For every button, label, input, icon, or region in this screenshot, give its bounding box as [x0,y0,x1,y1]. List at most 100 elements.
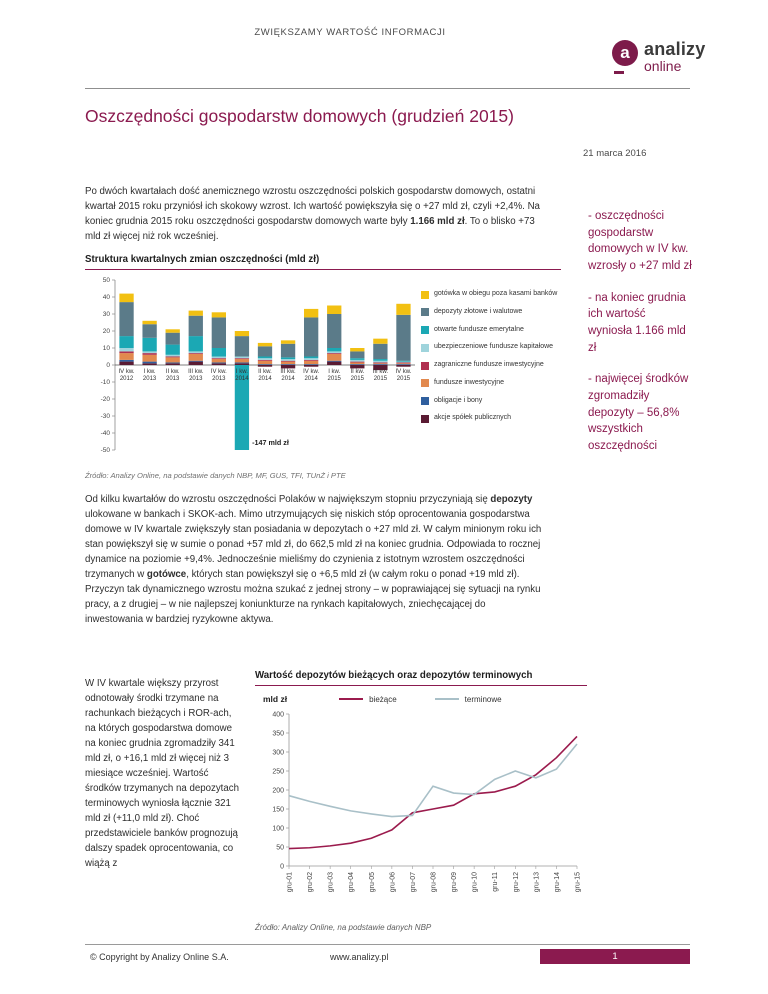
svg-text:gru-07: gru-07 [410,872,417,892]
legend-swatch-icon [421,414,429,423]
svg-text:400: 400 [272,712,284,719]
svg-text:150: 150 [272,807,284,814]
footer-divider [85,944,690,945]
page-number-badge: 1 [540,949,690,964]
svg-text:100: 100 [272,826,284,833]
line-chart-title: Wartość depozytów bieżących oraz depozyt… [255,670,587,686]
svg-text:2013: 2013 [166,376,180,382]
intro-bold-value: 1.166 mld zł [410,216,465,228]
legend-label: terminowe [464,694,502,704]
header-divider [85,88,690,89]
footer-copyright: © Copyright by Analizy Online S.A. [90,952,229,962]
bar-chart-title: Struktura kwartalnych zmian oszczędności… [85,254,561,270]
svg-text:gru-08: gru-08 [431,872,438,892]
intro-paragraph: Po dwóch kwartałach dość anemicznego wzr… [85,184,543,244]
intro-text-end: . To o blisko +73 mld zł więcej niż rok … [85,216,535,243]
body-text-3: , których stan powiększył się o +6,5 mld… [85,569,541,626]
legend-item: akcje spółek publicznych [421,414,559,423]
svg-text:gru-11: gru-11 [492,872,499,892]
legend-item: ubezpieczeniowe fundusze kapitałowe [421,343,559,352]
svg-text:IV kw.: IV kw. [211,369,227,375]
line-chart-legend-row: mld zł bieżące terminowe [255,694,587,704]
svg-text:2014: 2014 [281,376,295,382]
legend-swatch-icon [421,308,429,317]
bar-chart-legend: gotówka w obiegu poza kasami banków depoz… [421,274,559,468]
svg-text:gru-04: gru-04 [348,872,355,892]
svg-text:200: 200 [272,788,284,795]
legend-swatch-icon [421,397,429,405]
svg-text:I kw.: I kw. [144,369,156,375]
svg-text:-10: -10 [101,379,111,386]
logo-subname: online [644,57,682,74]
legend-label: depozyty złotowe i walutowe [434,307,523,315]
y-axis-unit-label: mld zł [263,694,288,704]
svg-text:gru-09: gru-09 [451,872,458,892]
svg-text:-20: -20 [101,396,111,403]
legend-label: akcje spółek publicznych [434,414,512,422]
legend-label: ubezpieczeniowe fundusze kapitałowe [434,343,554,351]
left-column-paragraph: W IV kwartale większy przyrost odnotował… [85,678,239,870]
svg-text:gru-14: gru-14 [554,872,561,892]
svg-text:2013: 2013 [212,376,226,382]
line-chart-svg: 0 50 100 150 200 250 300 350 400 gru-01 gru-02 gru-… [272,712,582,893]
legend-swatch-icon [421,326,429,334]
svg-text:gru-15: gru-15 [575,872,582,892]
svg-text:-30: -30 [101,413,111,420]
svg-text:III kw.: III kw. [280,369,296,375]
svg-text:2015: 2015 [374,376,388,382]
highlights-sidebar: - oszczędności gospodarstw domowych w IV… [588,208,692,470]
intro-text: Po dwóch kwartałach dość anemicznego wzr… [85,186,540,228]
legend-swatch-icon [421,343,429,352]
svg-text:II kw.: II kw. [350,369,364,375]
body-bold-depozyty: depozyty [490,494,533,505]
logo-a-icon: a [612,40,638,66]
bar-chart-section: Struktura kwartalnych zmian oszczędności… [85,254,561,480]
svg-text:I kw.: I kw. [236,369,248,375]
svg-text:gru-10: gru-10 [472,872,479,892]
legend-swatch-icon [421,379,429,388]
legend-label: otwarte fundusze emerytalne [434,325,524,333]
logo-dash-icon [614,71,624,74]
svg-text:30: 30 [103,311,111,318]
svg-text:III kw.: III kw. [373,369,389,375]
legend-line-icon [339,698,364,700]
legend-swatch-icon [421,290,429,299]
svg-text:2012: 2012 [120,376,134,382]
highlight-item-3: - najwięcej środków zgromadziły depozyty… [588,373,689,453]
logo-text: analizy online [644,40,705,74]
legend-label: zagraniczne fundusze inwestycyjne [434,361,544,368]
report-date: 21 marca 2016 [583,148,647,159]
svg-text:gru-03: gru-03 [328,872,335,892]
svg-text:2014: 2014 [258,376,272,382]
svg-text:III kw.: III kw. [188,369,204,375]
bar-chart-source: Źródło: Analizy Online, na podstawie dan… [85,471,346,480]
legend-label: bieżące [369,694,397,704]
svg-text:I kw.: I kw. [328,369,340,375]
legend-item: gotówka w obiegu poza kasami banków [421,290,559,299]
footer-website-link[interactable]: www.analizy.pl [330,952,389,962]
page-title: Oszczędności gospodarstw domowych (grudz… [85,106,514,126]
svg-text:300: 300 [272,750,284,757]
legend-label: obligacje i bony [434,396,483,404]
highlight-item-2: - na koniec grudnia ich wartość wyniosła… [588,291,686,354]
legend-item: obligacje i bony [421,397,559,406]
svg-text:gru-06: gru-06 [389,872,396,892]
legend-label: fundusze inwestycyjne [434,378,505,386]
body-text-2: ulokowane w bankach i SKOK-ach. Mimo utr… [85,509,542,581]
legend-item: zagraniczne fundusze inwestycyjne [421,361,559,370]
legend-swatch-icon [421,361,429,370]
analizy-online-logo: a analizy online [612,40,705,74]
line-chart-legend: bieżące terminowe [339,695,539,704]
svg-text:-147 mld zł: -147 mld zł [252,438,289,447]
legend-item: bieżące [339,695,397,704]
svg-text:50: 50 [276,845,284,852]
svg-text:IV kw.: IV kw. [303,369,319,375]
svg-text:II kw.: II kw. [166,369,180,375]
svg-text:2014: 2014 [304,376,318,382]
svg-text:gru-05: gru-05 [369,872,376,892]
legend-line-icon [434,698,459,700]
svg-text:2015: 2015 [328,376,342,382]
svg-text:IV kw.: IV kw. [395,369,411,375]
